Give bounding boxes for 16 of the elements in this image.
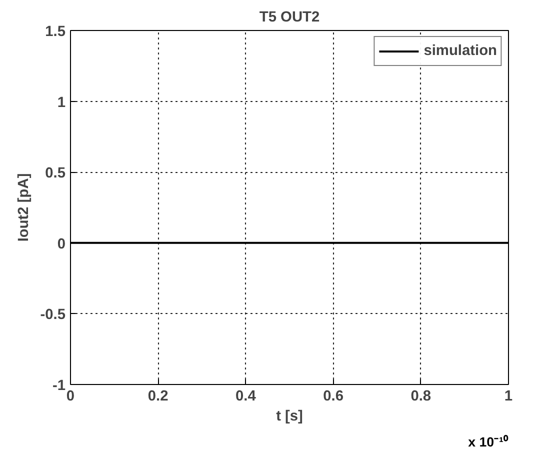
y-tick-label: -1 <box>52 378 66 394</box>
x-tick-label: 0.8 <box>410 388 432 404</box>
x-tick-label: 0.4 <box>236 388 257 404</box>
text: x 10⁻¹⁰ <box>468 434 509 450</box>
y-tick-label: 1 <box>57 94 66 111</box>
chart-title: T5 OUT2 <box>259 10 320 26</box>
y-tick-label: 0 <box>57 236 66 252</box>
y-tick-label: 0.5 <box>45 166 66 182</box>
y-axis-title: Iout2 [pA] <box>16 173 32 242</box>
x-tick-label: 1 <box>504 388 513 404</box>
x-axis-title: t [s] <box>276 408 304 424</box>
x-tick-label: 0.2 <box>148 388 168 404</box>
y-tick-label: 1.5 <box>45 24 66 40</box>
x-tick-label: 0.6 <box>323 388 344 404</box>
legend-label: simulation <box>424 43 497 59</box>
y-tick-label: -0.5 <box>40 307 66 324</box>
